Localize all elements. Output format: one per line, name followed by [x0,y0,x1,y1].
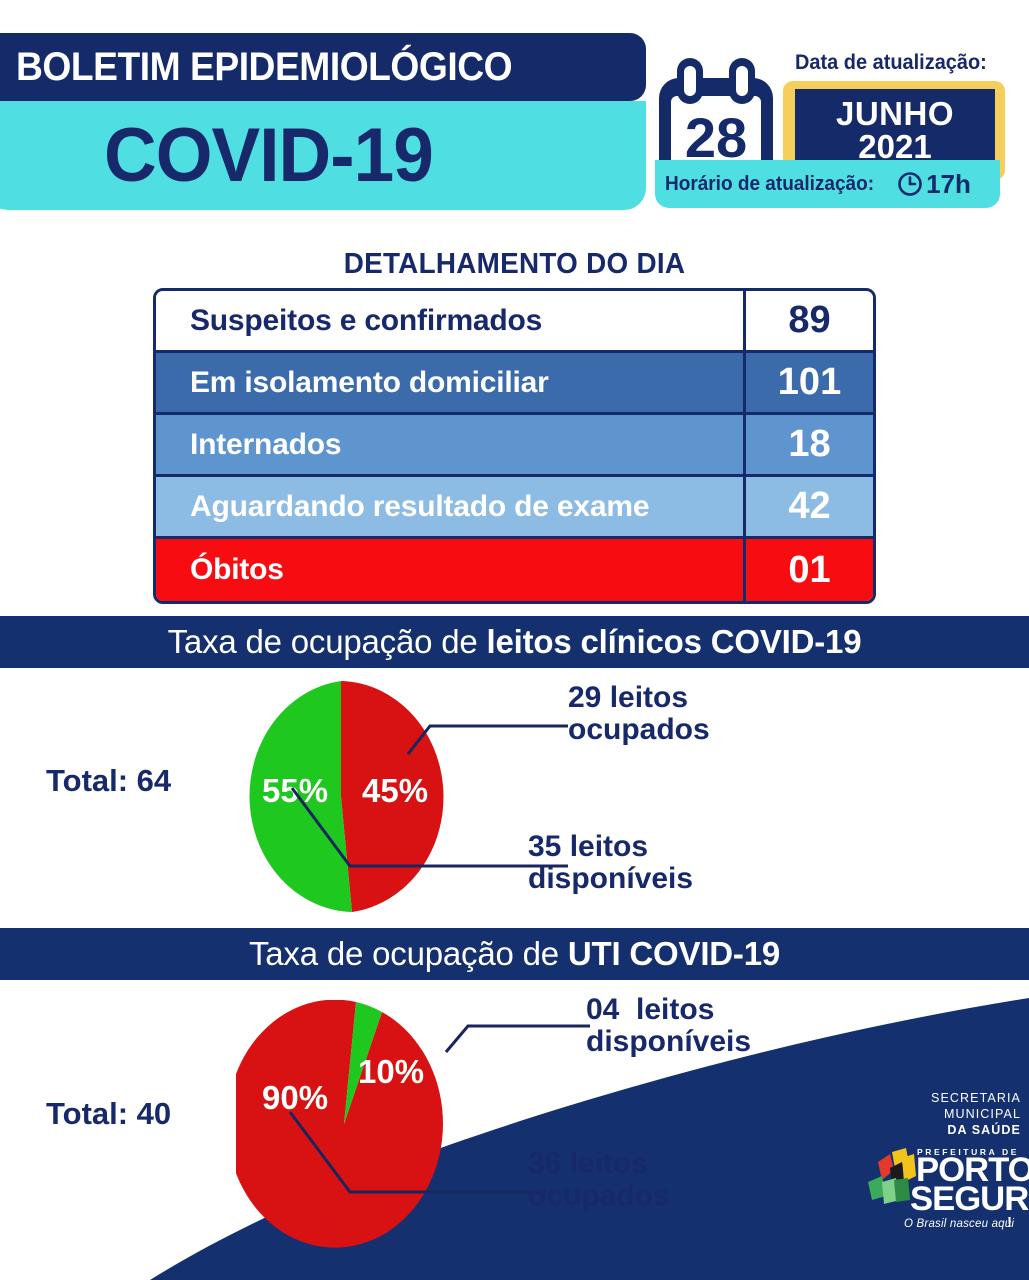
leader-line-occupied-clinical [406,724,568,755]
clinical-beds-chart: Total: 64 55% 45% 29 leitos ocupados 35 … [0,668,1029,928]
leader-line-available-clinical [290,787,568,868]
clock-icon [898,172,922,196]
banner-strong: UTI COVID-19 [567,935,781,972]
banner-prefix: Taxa de ocupação de [248,935,568,972]
table-row: Suspeitos e confirmados 89 [156,291,873,353]
section-banner-text: Taxa de ocupação de UTI COVID-19 [249,935,780,973]
secretaria-line-1: SECRETARIA [931,1091,1021,1105]
banner-prefix: Taxa de ocupação de [167,623,487,660]
table-cell-label: Aguardando resultado de exame [190,489,650,523]
date-navy-panel: JUNHO 2021 [795,89,995,172]
table-cell-value: 18 [743,415,873,474]
pie-label-occupied-icu: 90% [262,1079,329,1116]
table-cell-label: Suspeitos e confirmados [190,303,543,337]
secretaria-heading: SECRETARIA MUNICIPAL DA SAÚDE [868,1090,1023,1138]
table-cell-value: 01 [743,539,873,601]
covid-title-bar: COVID-19 [0,101,646,210]
pie-label-available-icu: 10% [358,1053,425,1090]
table-row: Internados 18 [156,415,873,477]
icu-chart: Total: 40 90% 10% 04 leitos disponíveis … [0,980,1029,1280]
logo-slogan: O Brasil nasceu aqui [904,1218,1015,1230]
pie-chart-icu [236,1000,443,1248]
table-cell-value: 42 [743,477,873,536]
banner-strong: leitos clínicos COVID-19 [486,623,862,660]
bulletin-title: BOLETIM EPIDEMIOLÓGICO [16,44,513,89]
pie-chart-clinical [249,681,444,912]
detail-table: Suspeitos e confirmados 89 Em isolamento… [153,288,876,604]
pie-label-occupied-clinical: 45% [362,772,429,809]
section-banner-text: Taxa de ocupação de leitos clínicos COVI… [168,623,862,661]
callout-occupied-icu: 36 leitos ocupados [528,1147,670,1212]
leader-line-available-icu [444,1024,590,1053]
logo-name-porto: PORTO [916,1151,1029,1189]
pie-slice-available [249,681,352,912]
porto-seguro-logo: SECRETARIA MUNICIPAL DA SAÚDE PREFEITURA… [868,1090,1029,1238]
bulletin-title-bar: BOLETIM EPIDEMIOLÓGICO [0,33,646,101]
logo-exclamation: ! [1007,1214,1012,1231]
time-label: Horário de atualização: [665,172,875,195]
covid-title: COVID-19 [104,112,434,198]
time-value: 17h [926,168,971,199]
table-row: Em isolamento domiciliar 101 [156,353,873,415]
month-label: JUNHO [835,94,955,132]
table-cell-label: Em isolamento domiciliar [190,365,549,399]
pie-slice-occupied [341,681,444,912]
year-label: 2021 [858,127,932,165]
pie-slice-available [344,1002,382,1124]
section-banner-icu: Taxa de ocupação de UTI COVID-19 [0,928,1029,980]
update-time-bar: Horário de atualização: 17h [655,160,1000,208]
table-cell-value: 101 [743,353,873,412]
secretaria-line-2: MUNICIPAL [943,1107,1021,1121]
total-label-icu: Total: 40 [46,1096,172,1131]
table-row: Aguardando resultado de exame 42 [156,477,873,539]
date-label: Data de atualização: [795,51,987,74]
table-cell-label: Internados [190,427,342,461]
callout-occupied-clinical: 29 leitos ocupados [568,681,710,746]
header: BOLETIM EPIDEMIOLÓGICO COVID-19 Data de … [0,0,1029,228]
detail-section-title: DETALHAMENTO DO DIA [343,248,686,280]
table-cell-value: 89 [743,291,873,350]
calendar-icon: 28 [659,58,773,182]
leader-line-occupied-icu [288,1111,546,1194]
leaf-emblem-icon [868,1148,916,1204]
logo-prefix: PREFEITURA DE [917,1147,1019,1157]
pie-slice-occupied [236,1000,443,1248]
table-row: Óbitos 01 [156,539,873,601]
table-cell-label: Óbitos [190,553,284,586]
secretaria-line-3: DA SAÚDE [947,1123,1021,1137]
calendar-day: 28 [685,106,747,169]
total-label-clinical: Total: 64 [46,763,172,798]
section-banner-clinical-beds: Taxa de ocupação de leitos clínicos COVI… [0,616,1029,668]
callout-available-icu: 04 leitos disponíveis [586,993,752,1058]
callout-available-clinical: 35 leitos disponíveis [528,830,694,895]
